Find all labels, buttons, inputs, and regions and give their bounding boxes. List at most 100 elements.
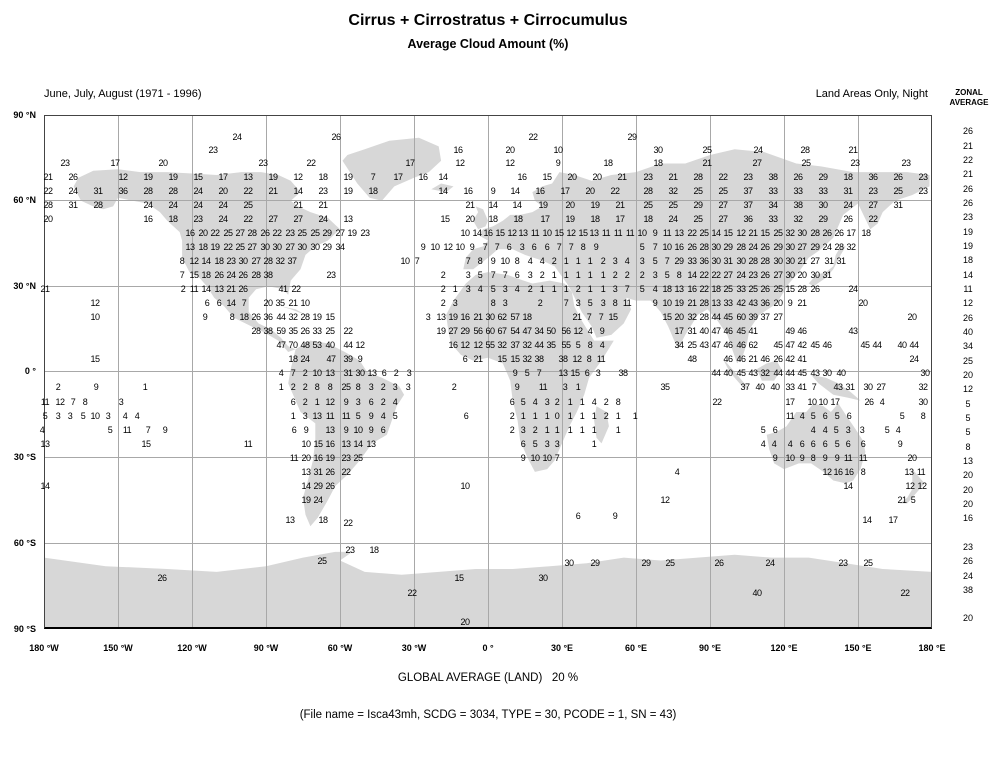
cloud-amount-value: 7 <box>664 256 670 266</box>
cloud-amount-value: 25 <box>718 186 728 196</box>
cloud-amount-value: 42 <box>736 298 746 308</box>
cloud-amount-value: 12 <box>355 340 365 350</box>
landmass-shape <box>473 206 488 230</box>
cloud-amount-value: 26 <box>300 326 310 336</box>
cloud-amount-value: 9 <box>822 453 828 463</box>
cloud-amount-value: 8 <box>810 453 816 463</box>
grid-line-longitude <box>118 115 119 629</box>
cloud-amount-value: 16 <box>833 467 843 477</box>
cloud-amount-value: 15 <box>495 228 505 238</box>
cloud-amount-value: 3 <box>368 382 374 392</box>
cloud-amount-value: 13 <box>301 467 311 477</box>
cloud-amount-value: 22 <box>687 228 697 238</box>
zonal-average-value: 19 <box>962 227 974 237</box>
cloud-amount-value: 32 <box>846 242 856 252</box>
landmass-shape <box>811 374 861 401</box>
cloud-amount-value: 32 <box>793 214 803 224</box>
cloud-amount-value: 4 <box>810 425 816 435</box>
cloud-amount-value: 26 <box>760 284 770 294</box>
cloud-amount-value: 37 <box>510 340 520 350</box>
zonal-average-value: 26 <box>962 313 974 323</box>
cloud-amount-value: 16 <box>483 228 493 238</box>
cloud-amount-value: 9 <box>512 368 518 378</box>
cloud-amount-value: 32 <box>687 312 697 322</box>
cloud-amount-value: 8 <box>920 411 926 421</box>
cloud-amount-value: 31 <box>723 256 733 266</box>
file-info-label: (File name = Isca43mh, SCDG = 3034, TYPE… <box>299 709 677 721</box>
cloud-amount-value: 14 <box>201 256 211 266</box>
zonal-average-value: 8 <box>965 442 971 452</box>
cloud-amount-value: 8 <box>514 256 520 266</box>
cloud-amount-value: 15 <box>497 354 507 364</box>
cloud-amount-value: 12 <box>443 242 453 252</box>
cloud-amount-value: 1 <box>587 284 593 294</box>
zonal-average-value: 34 <box>962 341 974 351</box>
cloud-amount-value: 27 <box>251 256 261 266</box>
cloud-amount-value: 16 <box>535 186 545 196</box>
cloud-amount-value: 23 <box>226 256 236 266</box>
cloud-amount-value: 13 <box>325 368 335 378</box>
cloud-amount-value: 9 <box>368 425 374 435</box>
cloud-amount-value: 3 <box>392 382 398 392</box>
cloud-amount-value: 7 <box>490 270 496 280</box>
cloud-amount-value: 10 <box>500 256 510 266</box>
cloud-amount-value: 9 <box>343 425 349 435</box>
cloud-amount-value: 30 <box>297 242 307 252</box>
cloud-amount-value: 19 <box>343 186 353 196</box>
cloud-amount-value: 15 <box>662 312 672 322</box>
cloud-amount-value: 15 <box>723 228 733 238</box>
cloud-amount-value: 10 <box>542 228 552 238</box>
cloud-amount-value: 27 <box>810 256 820 266</box>
cloud-amount-value: 2 <box>551 256 557 266</box>
cloud-amount-value: 38 <box>793 200 803 210</box>
latitude-tick-label: 90 °S <box>13 624 36 634</box>
cloud-amount-value: 24 <box>143 200 153 210</box>
cloud-amount-value: 25 <box>893 186 903 196</box>
cloud-amount-value: 28 <box>300 312 310 322</box>
cloud-amount-value: 6 <box>544 242 550 252</box>
cloud-amount-value: 30 <box>485 312 495 322</box>
cloud-amount-value: 3 <box>520 425 526 435</box>
cloud-amount-value: 1 <box>615 411 621 421</box>
cloud-amount-value: 2 <box>527 284 533 294</box>
cloud-amount-value: 19 <box>325 453 335 463</box>
cloud-amount-value: 4 <box>760 439 766 449</box>
cloud-amount-value: 6 <box>822 411 828 421</box>
zonal-average-value: 38 <box>962 585 974 595</box>
cloud-amount-value: 1 <box>554 425 560 435</box>
cloud-amount-value: 15 <box>189 270 199 280</box>
landmass-shape <box>288 340 405 527</box>
longitude-tick-label: 60 °E <box>624 643 648 653</box>
cloud-amount-value: 7 <box>811 382 817 392</box>
cloud-amount-value: 15 <box>578 228 588 238</box>
cloud-amount-value: 20 <box>773 298 783 308</box>
cloud-amount-value: 15 <box>542 172 552 182</box>
cloud-amount-value: 30 <box>711 256 721 266</box>
cloud-amount-value: 25 <box>353 453 363 463</box>
cloud-amount-value: 57 <box>510 312 520 322</box>
cloud-amount-value: 48 <box>687 354 697 364</box>
cloud-amount-value: 20 <box>301 453 311 463</box>
cloud-amount-value: 6 <box>520 439 526 449</box>
cloud-amount-value: 20 <box>43 214 53 224</box>
cloud-amount-value: 44 <box>711 312 721 322</box>
cloud-amount-value: 3 <box>519 242 525 252</box>
cloud-amount-value: 1 <box>544 425 550 435</box>
cloud-amount-value: 12 <box>566 228 576 238</box>
cloud-amount-value: 26 <box>834 228 844 238</box>
cloud-amount-value: 46 <box>797 326 807 336</box>
cloud-amount-value: 38 <box>768 172 778 182</box>
cloud-amount-value: 2 <box>302 382 308 392</box>
cloud-amount-value: 4 <box>587 326 593 336</box>
cloud-amount-value: 38 <box>534 354 544 364</box>
cloud-amount-value: 11 <box>662 228 672 238</box>
cloud-amount-value: 6 <box>462 354 468 364</box>
cloud-amount-value: 11 <box>530 228 540 238</box>
zonal-average-value: 25 <box>962 356 974 366</box>
cloud-amount-value: 12 <box>660 495 670 505</box>
cloud-amount-value: 11 <box>613 228 623 238</box>
cloud-amount-value: 3 <box>859 425 865 435</box>
longitude-tick-label: 0 ° <box>482 643 494 653</box>
cloud-amount-value: 23 <box>360 228 370 238</box>
cloud-amount-value: 11 <box>243 439 253 449</box>
